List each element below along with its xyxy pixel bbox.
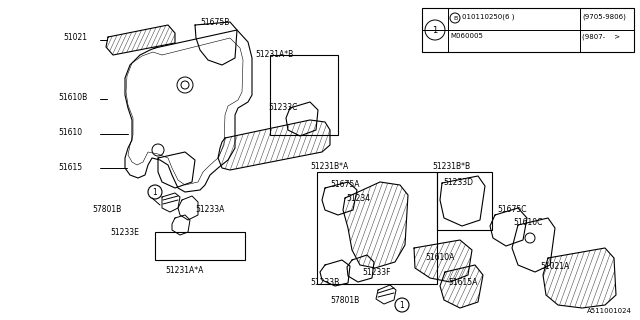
Text: 51233B: 51233B xyxy=(310,278,339,287)
Text: 51675B: 51675B xyxy=(200,18,229,27)
Text: (9705-9806): (9705-9806) xyxy=(582,13,626,20)
Text: B: B xyxy=(453,15,457,20)
Text: 1: 1 xyxy=(399,300,404,309)
Text: 51231B*B: 51231B*B xyxy=(432,162,470,171)
Bar xyxy=(437,172,492,230)
Text: 51233E: 51233E xyxy=(110,228,139,237)
Text: 51231A*B: 51231A*B xyxy=(255,50,293,59)
Text: 51231A*A: 51231A*A xyxy=(165,266,204,275)
Bar xyxy=(270,55,338,135)
Text: 51233D: 51233D xyxy=(443,178,473,187)
Text: 51610A: 51610A xyxy=(425,253,454,262)
Text: 51234: 51234 xyxy=(346,194,370,203)
Text: 51610B: 51610B xyxy=(58,93,87,102)
Text: 51675A: 51675A xyxy=(330,180,360,189)
Text: 51233A: 51233A xyxy=(195,205,225,214)
Text: 51233C: 51233C xyxy=(268,103,298,112)
Text: 57801B: 57801B xyxy=(330,296,359,305)
Bar xyxy=(317,172,437,284)
Text: 51231B*A: 51231B*A xyxy=(310,162,348,171)
Text: A511001024: A511001024 xyxy=(587,308,632,314)
Bar xyxy=(422,8,634,52)
Text: 51610C: 51610C xyxy=(513,218,542,227)
Text: 51233F: 51233F xyxy=(362,268,390,277)
Text: 51615A: 51615A xyxy=(448,278,477,287)
Text: 51615: 51615 xyxy=(58,163,82,172)
Bar xyxy=(155,232,245,260)
Text: (9807-    >: (9807- > xyxy=(582,33,620,39)
Text: 51021A: 51021A xyxy=(540,262,569,271)
Text: 51610: 51610 xyxy=(58,128,82,137)
Text: 57801B: 57801B xyxy=(92,205,121,214)
Text: 51021: 51021 xyxy=(63,33,87,42)
Text: 1: 1 xyxy=(152,188,157,196)
Text: 1: 1 xyxy=(433,26,438,35)
Text: 010110250(6 ): 010110250(6 ) xyxy=(462,13,515,20)
Text: 51675C: 51675C xyxy=(497,205,527,214)
Text: M060005: M060005 xyxy=(450,33,483,39)
